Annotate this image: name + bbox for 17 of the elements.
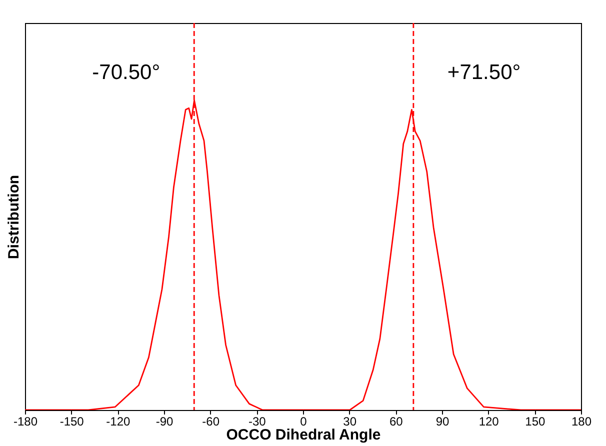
x-tick-label: 150 [525,414,546,428]
x-tick-label: -30 [248,414,266,428]
x-tick-label: -180 [13,414,38,428]
x-tick-label: 30 [343,414,357,428]
x-tick-label: -120 [106,414,130,428]
x-tick-label: 120 [478,414,500,428]
x-tick-label: 180 [571,414,592,428]
x-tick-label: -90 [156,414,174,428]
x-tick-label: -150 [60,414,84,428]
ref-line-label: -70.50° [92,61,160,84]
y-axis-title: Distribution [6,174,22,260]
x-tick-label: 60 [389,414,404,428]
x-tick-label: 90 [436,414,450,428]
x-tick-label: -60 [202,414,220,428]
x-axis-title: OCCO Dihedral Angle [226,426,381,444]
x-tick-label: 0 [300,414,308,428]
ref-line-label: +71.50° [447,61,521,84]
